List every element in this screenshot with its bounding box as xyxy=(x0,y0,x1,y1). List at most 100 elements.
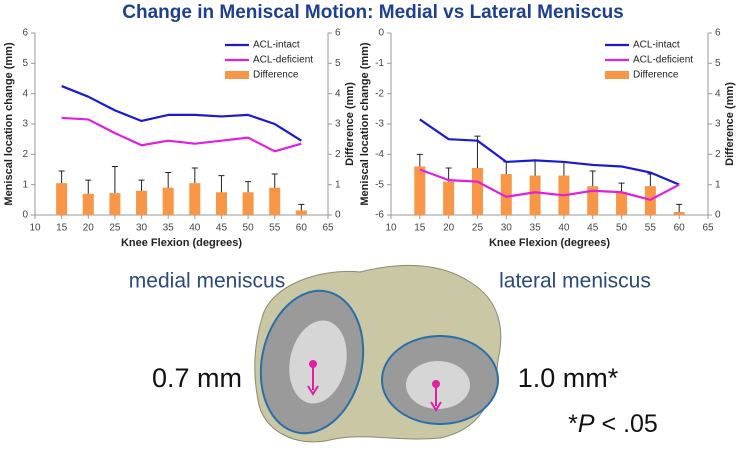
y2-tick-label: 0 xyxy=(715,210,721,221)
y2-tick-label: 4 xyxy=(335,88,341,99)
x-tick-label: 35 xyxy=(530,223,542,234)
note-suffix: < .05 xyxy=(595,410,658,438)
bar xyxy=(616,192,628,215)
y-tick-label: -2 xyxy=(375,88,384,99)
y2-tick-label: 2 xyxy=(335,149,341,160)
bar xyxy=(414,166,426,215)
lateral-value: 1.0 mm* xyxy=(518,363,619,393)
error-bar xyxy=(85,179,92,194)
bar xyxy=(162,187,174,215)
legend-label: Difference xyxy=(633,70,679,81)
y-axis-title: Meniscal location change (mm) xyxy=(359,42,371,206)
x-tick-label: 15 xyxy=(56,223,68,234)
y2-tick-label: 1 xyxy=(335,179,341,190)
error-bar xyxy=(165,172,172,188)
error-bar xyxy=(647,173,654,187)
x-tick-label: 25 xyxy=(109,223,121,234)
bar xyxy=(242,192,254,215)
lateral-label: lateral meniscus xyxy=(499,270,651,293)
x-tick-label: 50 xyxy=(243,223,255,234)
y-tick-label: 3 xyxy=(22,119,28,130)
bar xyxy=(500,174,512,215)
error-bar xyxy=(532,159,539,176)
significance-note: *P < .05 xyxy=(568,410,658,438)
legend-label: Difference xyxy=(253,70,299,81)
x-tick-label: 40 xyxy=(189,223,201,234)
error-bar xyxy=(560,161,567,176)
y2-tick-label: 5 xyxy=(335,58,341,69)
medial-inner xyxy=(289,320,347,404)
x-tick-label: 30 xyxy=(136,223,148,234)
x-tick-label: 45 xyxy=(587,223,599,234)
error-bar xyxy=(503,161,510,175)
line-series xyxy=(419,168,680,201)
medial-value: 0.7 mm xyxy=(152,363,242,393)
legend-swatch xyxy=(225,71,249,79)
x-tick-label: 30 xyxy=(501,223,513,234)
y-tick-label: -3 xyxy=(375,119,384,130)
bar xyxy=(136,190,148,215)
bar xyxy=(215,192,227,215)
y2-tick-label: 5 xyxy=(715,58,721,69)
y-tick-label: -4 xyxy=(375,149,384,160)
bar xyxy=(673,211,685,215)
x-tick-label: 60 xyxy=(674,223,686,234)
x-tick-label: 20 xyxy=(443,223,455,234)
x-tick-label: 45 xyxy=(216,223,228,234)
y-tick-label: 2 xyxy=(22,149,28,160)
error-bar xyxy=(191,167,198,184)
x-tick-label: 15 xyxy=(414,223,426,234)
y2-tick-label: 4 xyxy=(715,88,721,99)
line-series xyxy=(61,116,302,153)
x-axis-title: Knee Flexion (degrees) xyxy=(489,237,610,249)
note-italic: P xyxy=(578,410,595,438)
error-bar xyxy=(416,153,423,167)
error-bar xyxy=(138,179,145,191)
arrow-head xyxy=(430,401,442,412)
y-tick-label: -1 xyxy=(375,58,384,69)
error-bar xyxy=(111,165,118,194)
bar xyxy=(529,175,541,215)
x-tick-label: 25 xyxy=(472,223,484,234)
legend-swatch xyxy=(605,71,629,79)
error-bar xyxy=(218,175,225,193)
y2-tick-label: 3 xyxy=(715,119,721,130)
line-series xyxy=(419,118,680,186)
bar xyxy=(82,193,94,215)
y2-tick-label: 6 xyxy=(335,28,341,39)
y2-tick-label: 6 xyxy=(715,28,721,39)
error-bar xyxy=(676,203,683,212)
x-tick-label: 10 xyxy=(29,223,41,234)
y-axis-title: Meniscal location change (mm) xyxy=(3,42,15,206)
x-tick-label: 40 xyxy=(558,223,570,234)
error-bar xyxy=(618,182,625,193)
x-tick-label: 20 xyxy=(83,223,95,234)
x-tick-label: 60 xyxy=(296,223,308,234)
legend-label: ACL-intact xyxy=(633,40,680,51)
x-tick-label: 55 xyxy=(269,223,281,234)
error-bar xyxy=(58,170,65,184)
bar xyxy=(471,167,483,215)
bar xyxy=(109,193,121,215)
bar xyxy=(443,181,455,215)
marker xyxy=(309,360,317,368)
figure-title: Change in Meniscal Motion: Medial vs Lat… xyxy=(122,2,624,23)
x-tick-label: 65 xyxy=(702,223,714,234)
x-tick-label: 65 xyxy=(322,223,334,234)
x-tick-label: 10 xyxy=(385,223,397,234)
y2-axis-title: Difference (mm) xyxy=(724,82,736,166)
y2-tick-label: 2 xyxy=(715,149,721,160)
x-tick-label: 50 xyxy=(616,223,628,234)
error-bar xyxy=(298,203,305,211)
bar xyxy=(295,210,307,215)
y-tick-label: 4 xyxy=(22,88,28,99)
bar xyxy=(189,183,201,215)
bar xyxy=(56,183,68,215)
y-tick-label: 0 xyxy=(22,210,28,221)
y-tick-label: -6 xyxy=(375,210,384,221)
y2-axis-title: Difference (mm) xyxy=(344,82,356,166)
y-tick-label: 0 xyxy=(378,28,384,39)
medial-label: medial meniscus xyxy=(129,270,285,293)
